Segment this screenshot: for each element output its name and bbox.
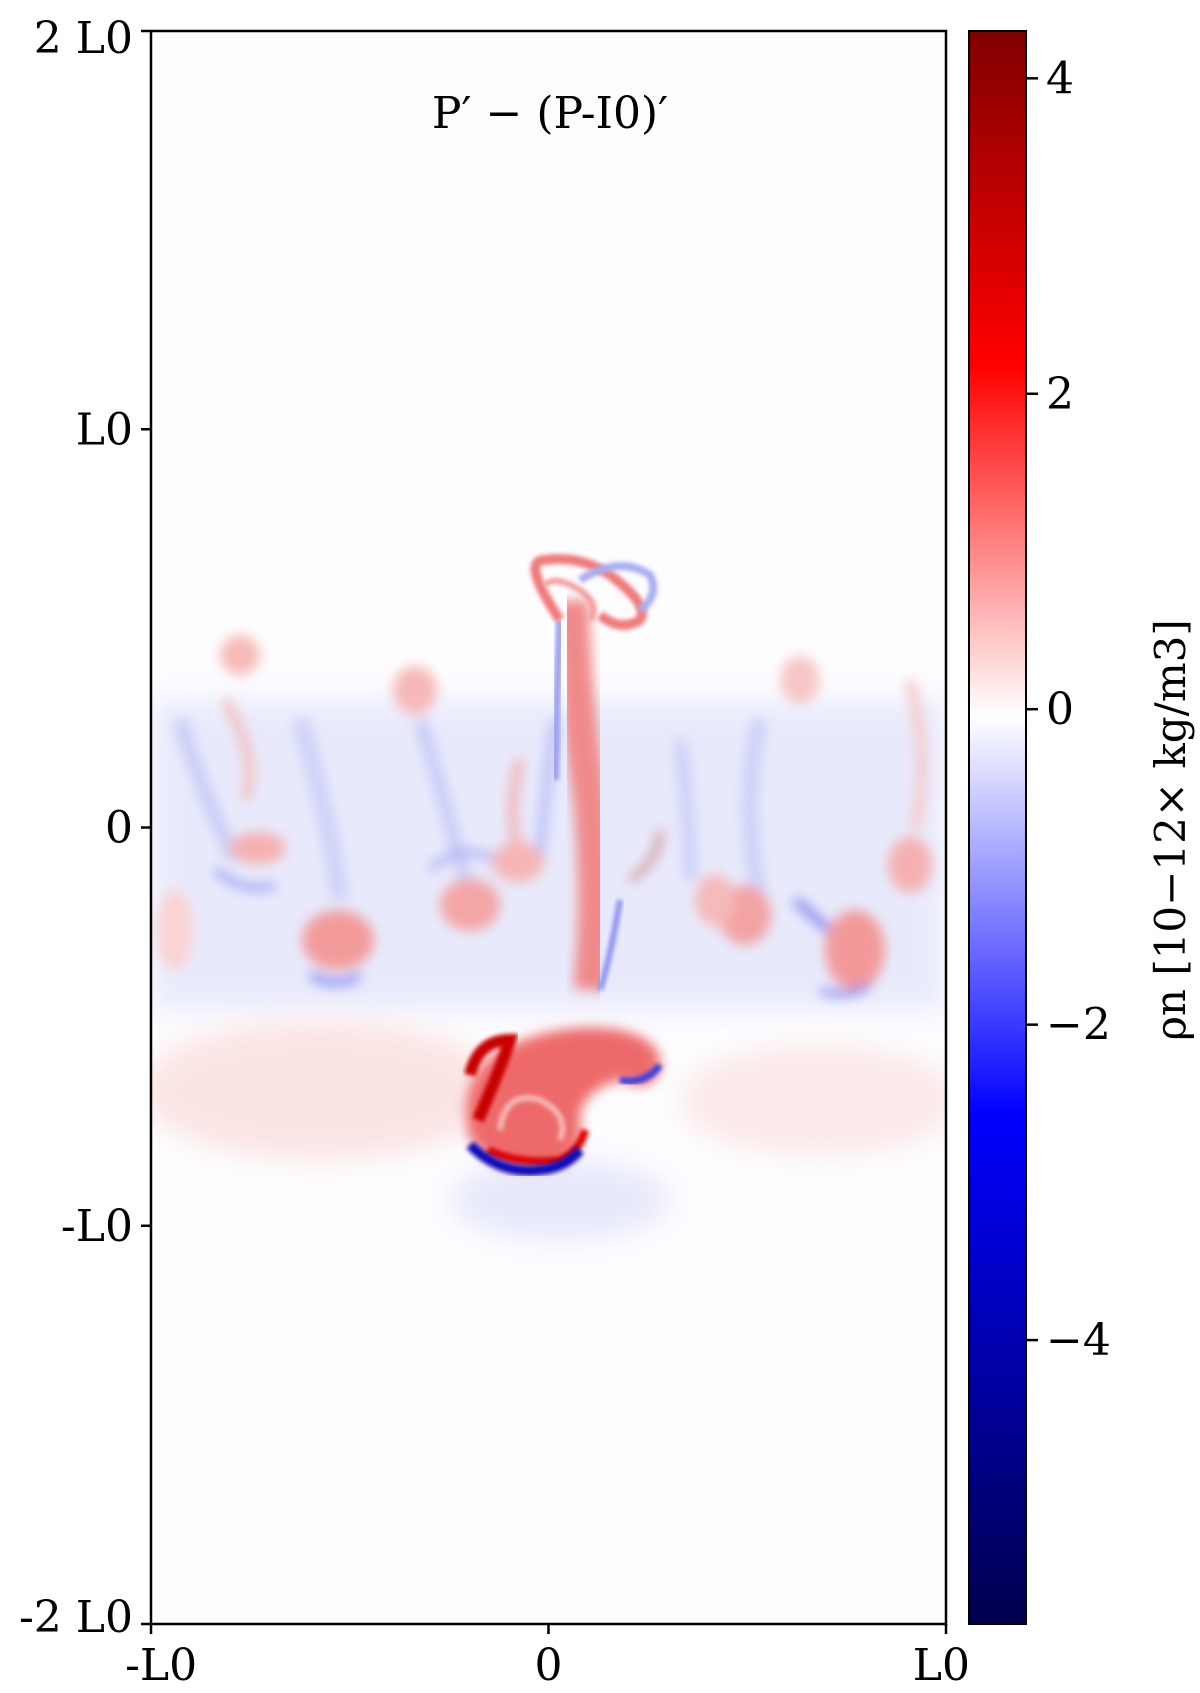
finger-blob bbox=[230, 832, 286, 864]
colorbar-tick-label: 0 bbox=[1046, 684, 1074, 735]
x-tick-label: L0 bbox=[913, 1640, 970, 1691]
plume-stem bbox=[555, 599, 612, 992]
rolled-cap bbox=[530, 554, 647, 630]
density-field bbox=[151, 554, 946, 1240]
finger-stem bbox=[905, 678, 927, 832]
colorbar: 4 2 0 −2 −4 ρn [10−12× kg/m3] bbox=[968, 30, 1195, 1625]
finger-blob bbox=[440, 879, 500, 931]
faint-red-halo-left bbox=[151, 1020, 500, 1160]
colorbar-tick-label: −2 bbox=[1046, 1000, 1111, 1051]
faint-blue-halo-bottom bbox=[450, 1160, 670, 1240]
plume-right-edge bbox=[619, 1062, 663, 1085]
finger-blob bbox=[220, 635, 260, 675]
faint-red-halo-right bbox=[680, 1045, 946, 1155]
x-tick-label: 0 bbox=[535, 1640, 563, 1691]
y-tick-label: 2 L0 bbox=[34, 13, 133, 64]
finger-edge bbox=[427, 849, 502, 873]
rolled-cap-inner bbox=[542, 578, 597, 622]
plume-lower-edge bbox=[466, 1141, 584, 1176]
colorbar-tick-label: −4 bbox=[1046, 1315, 1111, 1366]
finger-edge bbox=[213, 867, 276, 891]
finger-blob bbox=[695, 874, 735, 926]
rolled-cap-blue bbox=[577, 562, 658, 614]
x-axis: -L0 0 L0 bbox=[125, 1624, 970, 1691]
y-axis: 2 L0 L0 0 -L0 -2 L0 bbox=[19, 13, 151, 1643]
colorbar-gradient bbox=[968, 30, 1027, 1625]
finger-blob bbox=[888, 837, 932, 893]
chart-title: P′ − (P-I0)′ bbox=[432, 88, 668, 139]
finger-blob bbox=[825, 910, 885, 990]
finger-stem bbox=[220, 697, 255, 802]
x-tick-label: -L0 bbox=[125, 1640, 197, 1691]
colorbar-ticks: 4 2 0 −2 −4 bbox=[1026, 53, 1111, 1366]
finger-blob bbox=[492, 842, 544, 882]
finger-blob bbox=[393, 666, 437, 714]
plume-head-swirl bbox=[497, 1095, 566, 1142]
finger-blob bbox=[157, 890, 193, 970]
colorbar-tick-label: 4 bbox=[1046, 53, 1074, 104]
finger-edge bbox=[818, 982, 872, 997]
finger-edge bbox=[628, 829, 663, 883]
plume-head-core bbox=[464, 1033, 519, 1123]
y-tick-label: L0 bbox=[76, 404, 133, 455]
finger-stem bbox=[291, 717, 349, 902]
colorbar-label: ρn [10−12× kg/m3] bbox=[1146, 619, 1195, 1041]
colorbar-tick-label: 2 bbox=[1046, 369, 1074, 420]
plume-stem-edge bbox=[597, 899, 623, 991]
finger-blob bbox=[780, 656, 820, 704]
plot-area bbox=[149, 29, 948, 1626]
plume-head bbox=[466, 1027, 661, 1169]
y-tick-label: -L0 bbox=[61, 1201, 133, 1252]
finger-stem bbox=[413, 717, 472, 882]
fingers bbox=[157, 635, 932, 997]
finger-stem bbox=[742, 718, 768, 902]
finger-stem bbox=[673, 739, 697, 881]
central-plume bbox=[464, 554, 663, 1176]
finger-blob bbox=[302, 910, 374, 970]
plume-stem-edge bbox=[551, 619, 564, 781]
finger-edge bbox=[308, 971, 362, 986]
y-tick-label: 0 bbox=[105, 803, 133, 854]
finger-stem bbox=[173, 717, 242, 864]
y-tick-label: -2 L0 bbox=[19, 1592, 133, 1643]
